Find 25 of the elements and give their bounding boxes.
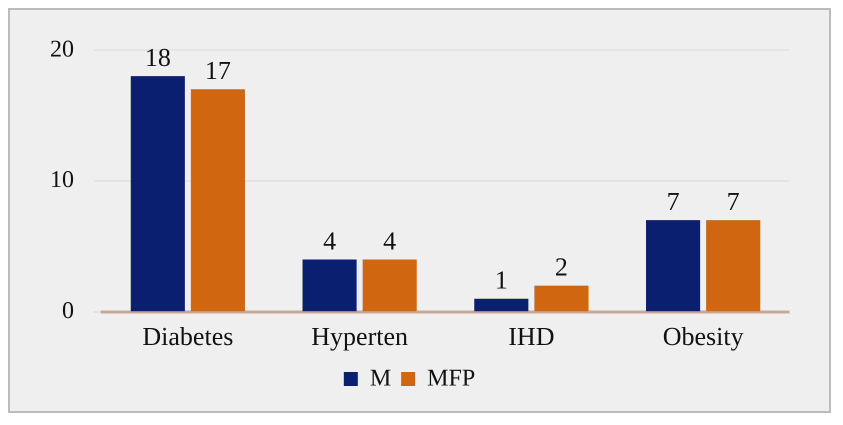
bar: [362, 259, 417, 312]
data-label: 18: [144, 43, 171, 72]
data-label: 17: [204, 56, 231, 86]
data-label: 4: [383, 226, 396, 256]
x-tick-label: IHD: [508, 322, 554, 352]
data-label: 1: [494, 266, 508, 295]
x-tick-label: Obesity: [662, 322, 744, 352]
x-tick-label: Hyperten: [311, 322, 408, 352]
y-tick-label: 20: [50, 36, 74, 62]
bar: [190, 89, 245, 312]
bar: [706, 220, 760, 312]
legend-label: M: [370, 365, 392, 392]
data-label: 4: [323, 226, 336, 256]
data-label: 2: [554, 252, 568, 282]
legend-label: MFP: [427, 365, 476, 392]
y-tick-label: 10: [50, 167, 74, 194]
x-tick-label: Diabetes: [142, 322, 234, 352]
bar: [130, 76, 185, 312]
bar: [474, 298, 528, 312]
bar: [302, 259, 357, 312]
bar: [534, 286, 588, 312]
data-label: 7: [726, 187, 740, 216]
y-tick-label: 0: [62, 298, 74, 324]
data-label: 7: [666, 187, 680, 216]
bar: [646, 220, 700, 312]
